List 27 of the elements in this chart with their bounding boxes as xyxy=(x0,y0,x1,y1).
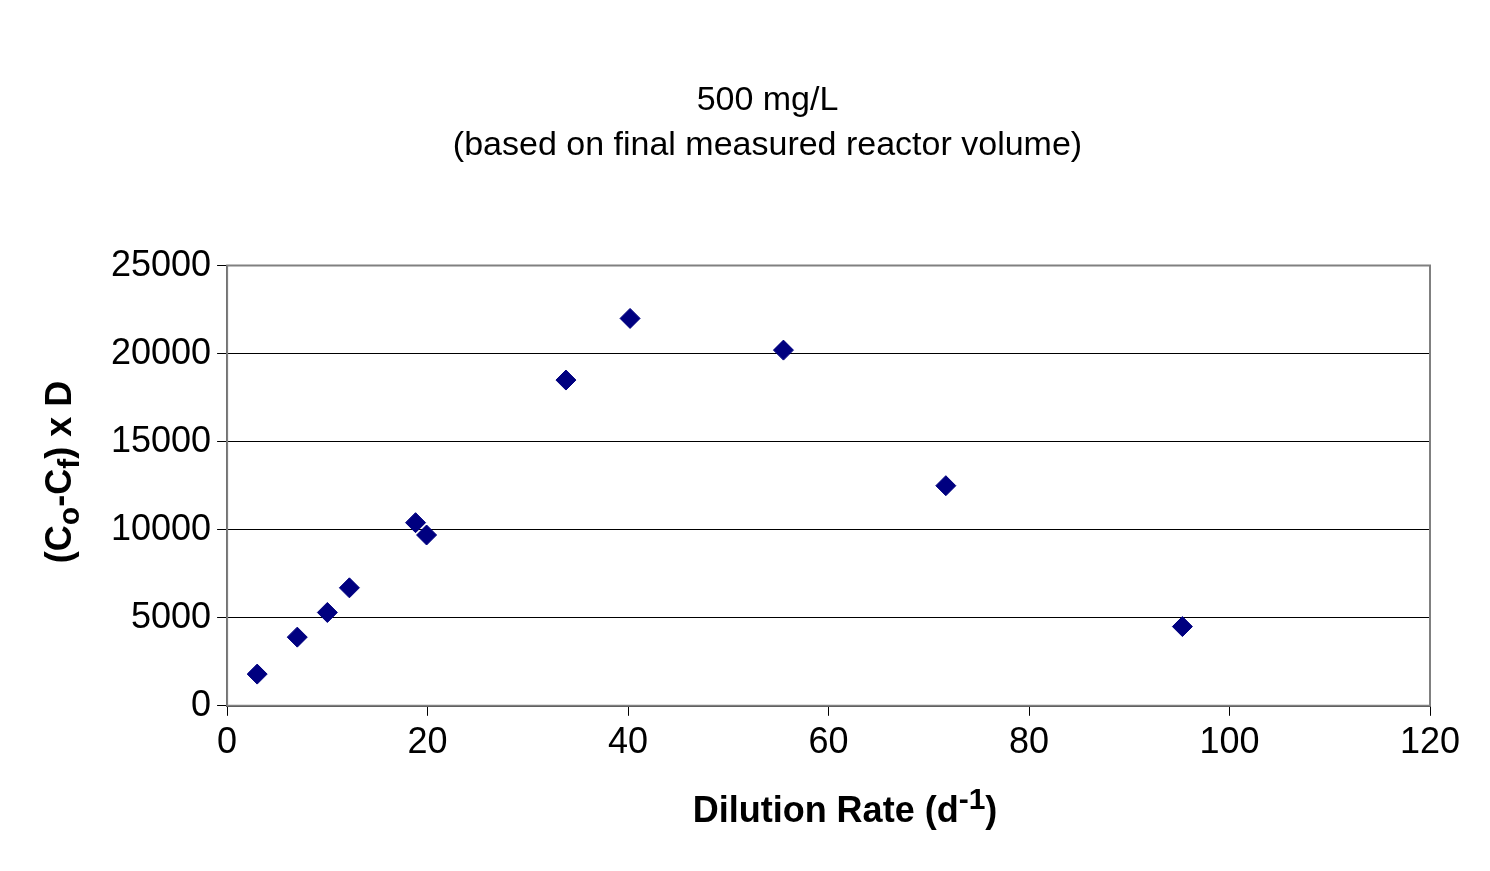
x-tick-label: 80 xyxy=(1009,720,1050,762)
x-tick-label: 120 xyxy=(1399,720,1461,762)
x-tick-label: 60 xyxy=(808,720,849,762)
point xyxy=(316,601,338,623)
y-tick-label: 10000 xyxy=(111,506,212,548)
x-tick-label: 20 xyxy=(407,720,448,762)
point xyxy=(246,663,268,685)
point xyxy=(935,475,957,497)
y-tick-label: 0 xyxy=(191,682,212,724)
x-axis-title: Dilution Rate (d$^{-1}$) xyxy=(691,782,999,831)
y-tick-label: 5000 xyxy=(131,594,212,636)
point xyxy=(286,626,308,648)
y-tick-label: 15000 xyxy=(111,418,212,460)
x-tick-label: 100 xyxy=(1199,720,1260,762)
point xyxy=(405,512,427,534)
point xyxy=(338,577,360,599)
chart-subtitle: (based on final measured reactor volume) xyxy=(452,123,1083,162)
point xyxy=(416,524,438,546)
point xyxy=(555,369,577,391)
y-tick-label: 25000 xyxy=(111,242,212,284)
y-tick-label: 20000 xyxy=(111,330,212,372)
point xyxy=(619,307,641,329)
point xyxy=(1171,616,1193,638)
x-tick-label: 0 xyxy=(217,720,238,762)
point xyxy=(772,339,794,361)
x-tick-label: 40 xyxy=(608,720,649,762)
chart-title: 500 mg/L xyxy=(696,78,839,117)
